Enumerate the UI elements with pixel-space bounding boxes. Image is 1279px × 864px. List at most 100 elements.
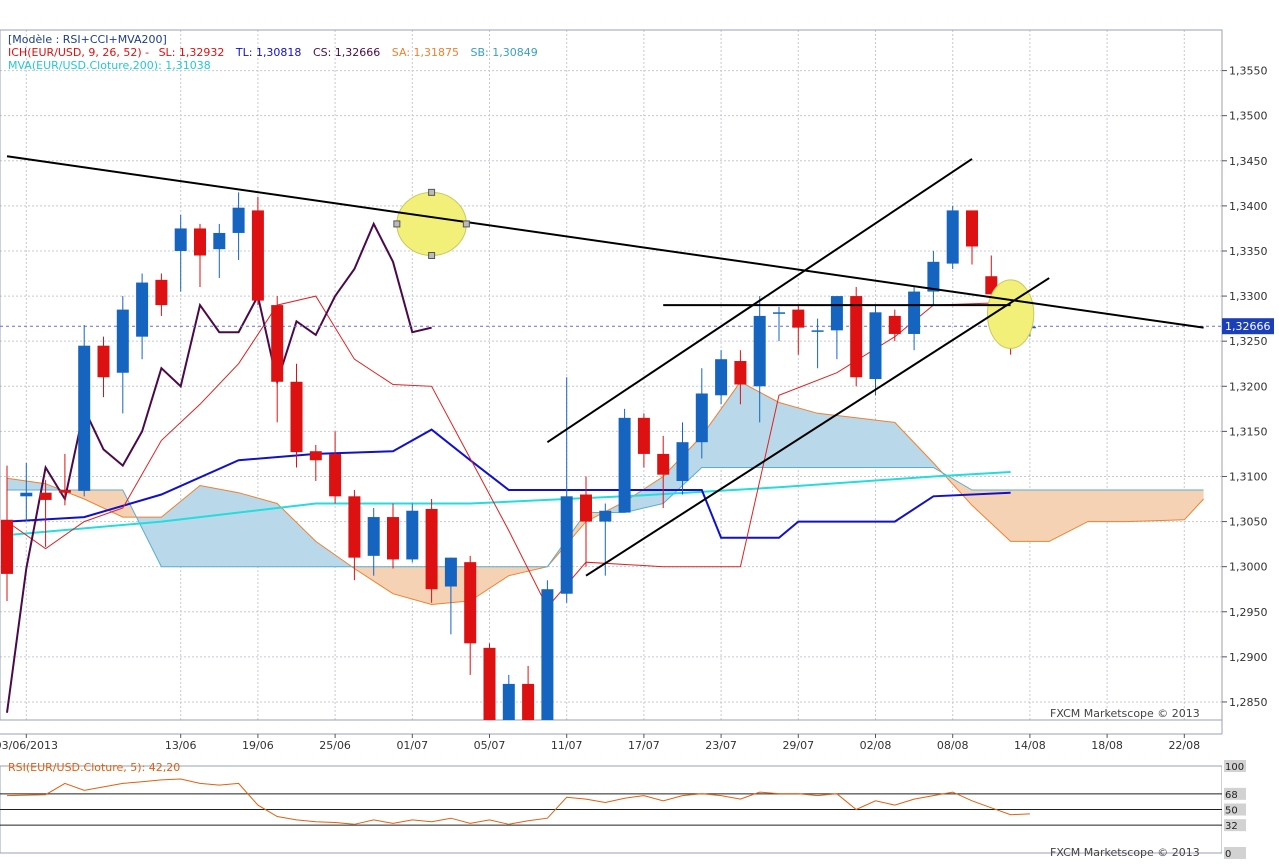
- time-tick-label: 25/06: [319, 739, 351, 752]
- candle: [329, 431, 342, 504]
- candle: [464, 555, 477, 675]
- candle-body: [58, 490, 71, 493]
- price-tick-label: 1,3550: [1229, 65, 1268, 78]
- candle-body: [271, 305, 284, 382]
- rsi-level-box: [1224, 787, 1246, 800]
- candle: [966, 210, 978, 265]
- rsi-level-box: [1224, 803, 1246, 816]
- current-price-label: 1,32666: [1225, 320, 1271, 333]
- candle: [502, 674, 515, 720]
- candle-body: [483, 647, 496, 720]
- candle-body: [695, 393, 708, 443]
- candle-body: [773, 312, 785, 314]
- candle: [637, 413, 650, 468]
- rsi-level-label: 50: [1225, 806, 1238, 817]
- candle-body: [715, 359, 728, 396]
- candle-body: [387, 517, 399, 560]
- candle: [850, 287, 863, 387]
- candle: [657, 435, 670, 509]
- cloud-bearish: [64, 490, 138, 519]
- candle: [522, 665, 535, 720]
- candle: [676, 422, 689, 495]
- price-tick-label: 1,3100: [1229, 470, 1268, 483]
- price-tick-label: 1,3200: [1229, 380, 1268, 393]
- rsi-level-label: 68: [1225, 790, 1238, 801]
- candle: [78, 324, 91, 497]
- highlight-ellipse: [986, 279, 1035, 349]
- candle: [367, 508, 380, 576]
- current-price-box: [1222, 318, 1274, 335]
- candle-body: [734, 361, 747, 385]
- indicator-lines: [0, 221, 1222, 713]
- price-tick-label: 1,3150: [1229, 425, 1268, 438]
- drawing-tools[interactable]: [6, 155, 1204, 577]
- rsi-level-label: 100: [1225, 762, 1244, 773]
- candle-body: [657, 453, 670, 475]
- candle-body: [367, 517, 380, 556]
- rsi-axis: 100 68 50 32 0: [1222, 760, 1279, 860]
- candle-body: [406, 510, 419, 560]
- ellipse-handle: [428, 251, 436, 259]
- candle: [618, 408, 631, 513]
- candle: [213, 223, 226, 279]
- ichimoku-cloud: [6, 381, 1204, 606]
- time-tick-label: 05/07: [474, 739, 506, 752]
- time-tick-label: 02/08: [860, 739, 892, 752]
- candlesticks: [1, 192, 1036, 720]
- ich-sa: SA: 1,31875: [392, 46, 459, 59]
- time-tick-label: 23/07: [705, 739, 737, 752]
- candle: [155, 273, 168, 316]
- candle: [444, 557, 457, 635]
- price-tick-label: 1,3300: [1229, 290, 1268, 303]
- candle: [58, 453, 71, 506]
- candle: [734, 350, 747, 405]
- time-tick-label: 22/08: [1168, 739, 1200, 752]
- rsi-level-label: 0: [1225, 849, 1231, 860]
- candle: [927, 250, 940, 306]
- price-panel[interactable]: [0, 155, 1222, 720]
- ellipse-handle: [393, 220, 401, 228]
- ich-name: ICH(EUR/USD, 9, 26, 52) -: [8, 46, 149, 59]
- candle: [387, 503, 399, 569]
- candle-body: [213, 232, 226, 250]
- rsi-series: [6, 778, 1030, 825]
- price-tick-label: 1,3250: [1229, 335, 1268, 348]
- candle-body: [541, 589, 554, 720]
- price-tick-label: 1,2850: [1229, 696, 1268, 709]
- rsi-level-box: [1224, 819, 1246, 832]
- time-tick-label: 13/06: [165, 739, 197, 752]
- time-axis[interactable]: 03/06/2013 13/06 19/06 25/06 01/07 05/07 11/07…: [0, 733, 1279, 758]
- candle-body: [97, 345, 110, 378]
- candle: [425, 499, 438, 603]
- rsi-line: [6, 778, 1030, 825]
- candle: [97, 336, 110, 398]
- price-tick-label: 1,3400: [1229, 200, 1268, 213]
- candle: [348, 490, 361, 581]
- candle-body: [425, 508, 438, 590]
- candle-body: [908, 291, 921, 334]
- rsi-panel[interactable]: 100 68 50 32 0 RSI(EUR/USD.Cloture, 5): 42,2…: [0, 760, 1279, 860]
- time-tick-label: 14/08: [1014, 739, 1046, 752]
- candle: [290, 363, 303, 468]
- highlight-ellipse: [396, 191, 467, 256]
- cloud-bullish: [605, 381, 944, 513]
- trendline: [546, 158, 973, 444]
- time-axis-background: [0, 734, 1279, 758]
- candle: [309, 444, 322, 481]
- candle: [406, 503, 419, 563]
- candle-body: [348, 496, 361, 558]
- ellipse-handle: [428, 188, 436, 196]
- time-tick-label: 19/06: [242, 739, 274, 752]
- ichimoku-legend: ICH(EUR/USD, 9, 26, 52) - SL: 1,32932 TL…: [8, 46, 538, 59]
- candle-body: [1, 519, 13, 574]
- trendline: [585, 277, 1050, 577]
- candle-body: [618, 417, 631, 513]
- price-tick-label: 1,2900: [1229, 651, 1268, 664]
- price-axis[interactable]: 1,2850 1,2900 1,2950 1,3000 1,3050 1,3100 1,31…: [1221, 30, 1279, 734]
- mva-legend: MVA(EUR/USD.Cloture,200): 1,31038: [8, 59, 211, 72]
- candle: [792, 305, 805, 355]
- candle: [271, 296, 284, 423]
- candle-body: [637, 417, 650, 454]
- watermark-rsi: FXCM Marketscope © 2013: [1050, 846, 1200, 859]
